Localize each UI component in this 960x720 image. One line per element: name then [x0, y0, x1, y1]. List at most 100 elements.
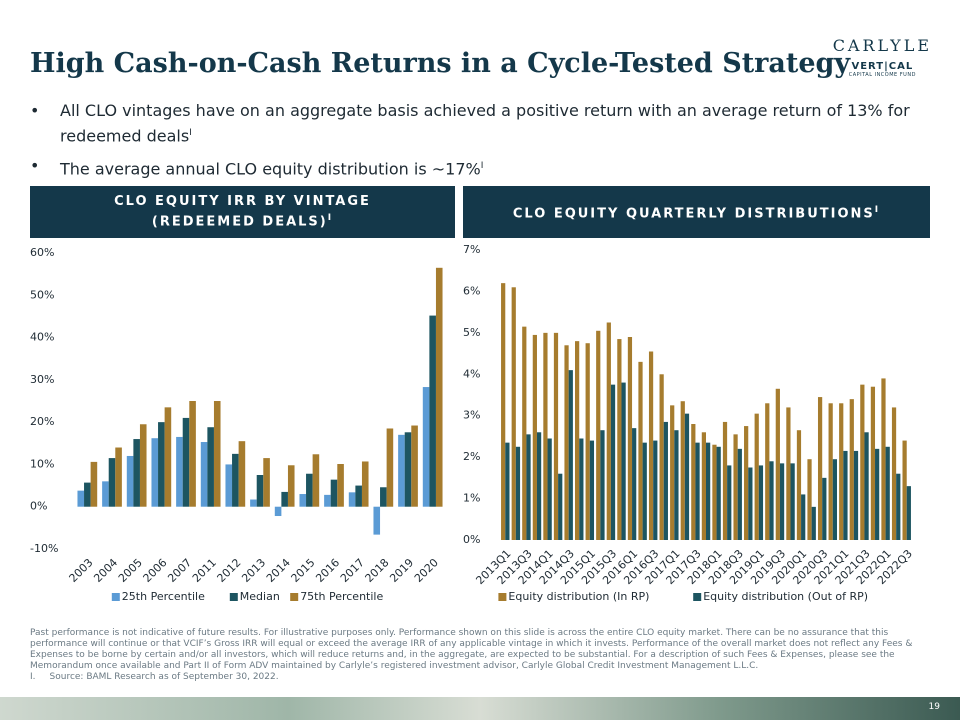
- slide-title: High Cash-on-Cash Returns in a Cycle-Tes…: [30, 48, 851, 79]
- legend-label: 25th Percentile: [122, 590, 205, 603]
- bar: [606, 322, 611, 540]
- y-tick-label: 0%: [30, 500, 47, 513]
- x-tick-label: 2020: [412, 556, 441, 585]
- x-tick-label: 2017: [338, 556, 367, 585]
- bar: [701, 432, 706, 540]
- note: I: [327, 213, 334, 224]
- bar: [843, 450, 848, 540]
- marker: I.: [30, 672, 36, 682]
- y-tick-label: 6%: [463, 284, 480, 297]
- x-tick-label: 2012: [215, 556, 244, 585]
- bar: [775, 388, 780, 540]
- bar: [902, 440, 907, 540]
- bar: [712, 444, 717, 540]
- legend-label: Equity distribution (In RP): [508, 590, 649, 603]
- y-tick-label: 3%: [463, 409, 480, 422]
- bar: [575, 341, 580, 540]
- x-tick-label: 2015: [289, 556, 318, 585]
- bar: [422, 387, 430, 507]
- bar: [274, 506, 282, 517]
- bar: [891, 407, 897, 540]
- bar: [287, 465, 295, 507]
- chart: -10% 0% 10% 20% 30% 40% 50% 60% 2003200420052006…: [30, 246, 443, 603]
- x-tick-label: 2007: [165, 556, 194, 585]
- bar: [596, 330, 601, 540]
- bar: [505, 442, 510, 540]
- bar: [786, 407, 791, 540]
- bar: [744, 426, 749, 540]
- bar: [522, 326, 527, 540]
- bar: [875, 448, 880, 540]
- bar: [348, 492, 356, 507]
- legend-swatch: [693, 593, 702, 601]
- bar: [108, 458, 116, 507]
- x-tick-label: 2016: [313, 556, 342, 585]
- bar: [164, 407, 172, 507]
- bar: [355, 485, 362, 507]
- bar: [864, 432, 869, 540]
- legend-label: Equity distribution (Out of RP): [703, 590, 868, 603]
- bar: [737, 448, 742, 540]
- footnote: Past performance is not indicative of fu…: [30, 628, 930, 683]
- bar: [659, 374, 664, 540]
- bar: [543, 332, 548, 540]
- bar: [553, 332, 559, 540]
- bar: [77, 490, 85, 507]
- logo-sub2: CAPITAL INCOME FUND: [848, 72, 916, 78]
- bar: [558, 473, 563, 540]
- bar: [435, 267, 443, 507]
- bar: [511, 287, 516, 540]
- bar: [306, 473, 313, 507]
- bar: [769, 461, 774, 540]
- bar: [691, 424, 696, 540]
- bar: [733, 434, 738, 540]
- x-tick-label: 2011: [190, 556, 219, 585]
- logo: CARLYLE VERT|CAL CAPITAL INCOME FUND: [833, 36, 932, 78]
- bar: [330, 479, 338, 507]
- bullet-text: All CLO vintages have on an aggregate ba…: [60, 101, 910, 146]
- bar: [801, 494, 806, 540]
- bar: [84, 482, 91, 507]
- bar: [126, 455, 134, 507]
- bar: [642, 442, 647, 540]
- bar: [386, 428, 394, 507]
- x-tick-label: 2019: [387, 556, 416, 585]
- bar: [579, 438, 584, 540]
- bar: [779, 463, 785, 540]
- y-tick-label: 4%: [463, 367, 480, 380]
- legend-swatch: [290, 593, 299, 601]
- bar: [674, 430, 679, 540]
- bar: [648, 351, 654, 540]
- note: I: [189, 128, 192, 138]
- bar: [404, 432, 412, 507]
- y-tick-label: 5%: [463, 326, 480, 339]
- bar: [225, 464, 233, 507]
- y-tick-label: 2%: [463, 450, 480, 463]
- bar: [373, 506, 381, 535]
- x-tick-label: 2014: [264, 556, 293, 585]
- bar: [115, 447, 122, 507]
- bar: [256, 475, 264, 507]
- bullet: All CLO vintages have on an aggregate ba…: [30, 100, 935, 147]
- bar: [796, 430, 802, 540]
- chart-header: CLO EQUITY IRR BY VINTAGE (REDEEMED DEAL…: [30, 186, 455, 238]
- y-tick-label: 20%: [30, 415, 54, 428]
- bar: [532, 334, 537, 540]
- bar: [398, 434, 405, 507]
- bar: [906, 486, 911, 540]
- bar: [860, 384, 865, 540]
- bar: [748, 467, 753, 540]
- bar: [337, 464, 344, 507]
- x-tick-label: 2006: [141, 556, 170, 585]
- bar: [139, 424, 147, 507]
- bar: [536, 432, 542, 540]
- bar: [299, 494, 307, 507]
- bar: [695, 442, 700, 540]
- bar: [610, 384, 616, 540]
- bar: [213, 401, 221, 507]
- bar: [182, 417, 190, 507]
- chart-title: CLO EQUITY QUARTERLY DISTRIBUTIONS: [512, 206, 875, 222]
- bar: [765, 403, 770, 540]
- bar: [151, 438, 159, 507]
- bar: [653, 440, 658, 540]
